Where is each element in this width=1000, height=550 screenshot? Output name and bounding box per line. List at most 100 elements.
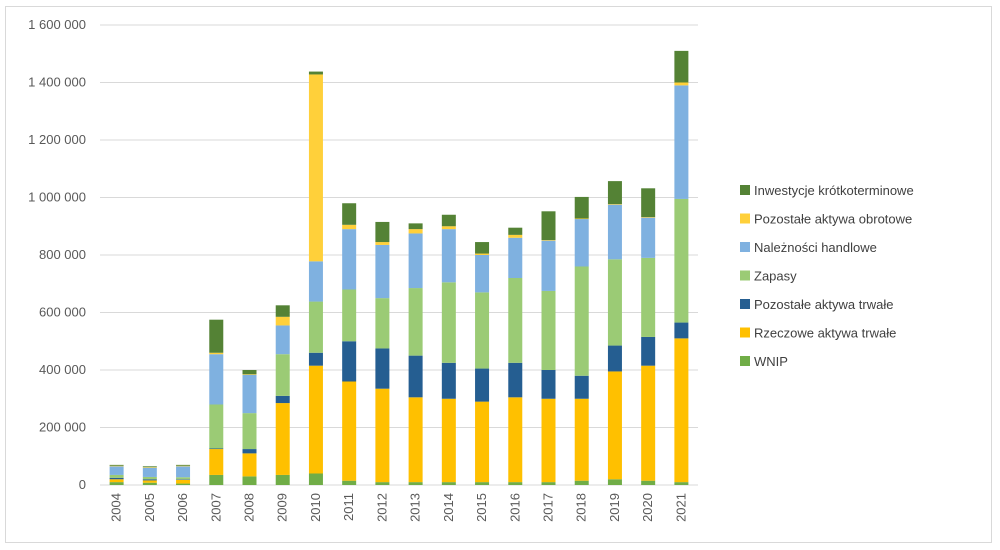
legend-swatch [740,356,750,366]
bar-segment [176,483,191,485]
legend-swatch [740,242,750,252]
bar-segment [475,255,490,293]
bar-segment [574,196,589,219]
bar-segment [574,398,589,481]
bar-segment [508,362,523,398]
bar-segment [475,368,490,402]
bar-segment [308,301,323,353]
bar-segment [674,338,689,483]
bar-segment [408,233,423,289]
y-tick-label: 1 000 000 [28,190,86,205]
bar-segment [574,266,589,376]
bar-segment [209,352,224,355]
bar-segment [109,482,124,485]
x-tick-label: 2007 [208,493,223,522]
bar-segment [275,403,290,475]
y-tick-label: 0 [79,477,86,492]
bar-segment [508,237,523,278]
bar-segment [508,482,523,485]
bar-segment [308,352,323,366]
bar-segment [408,482,423,485]
bar-segment [574,219,589,267]
bar-segment [142,480,157,483]
bar-segment [375,348,390,389]
bar-segment [607,259,622,346]
bar-segment [242,476,257,485]
chart-frame [5,6,992,543]
bar-segment [408,223,423,230]
bar-segment [475,242,490,254]
bar-segment [541,290,556,370]
x-tick-label: 2011 [341,493,356,521]
bar-segment [209,404,224,449]
bar-segment [176,465,191,467]
legend-label: WNIP [754,354,788,369]
bar-segment [607,345,622,372]
bar-segment [342,381,357,481]
bar-segment [275,316,290,326]
bar-segment [342,224,357,230]
bar-segment [342,480,357,485]
legend-swatch [740,327,750,338]
bar-segment [142,466,157,468]
bar-segment [176,466,191,478]
bar-segment [641,188,656,218]
legend-label: Należności handlowe [754,240,877,255]
bar-segment [342,203,357,225]
y-tick-label: 400 000 [39,362,86,377]
y-tick-label: 1 600 000 [28,17,86,32]
bar-segment [109,466,124,475]
y-tick-label: 600 000 [39,305,86,320]
x-tick-label: 2016 [507,493,522,522]
bar-segment [142,482,157,485]
bar-segment [408,229,423,234]
bar-segment [641,480,656,485]
bar-segment [541,240,556,241]
legend-label: Inwestycje krótkoterminowe [754,183,914,198]
bar-segment [508,227,523,235]
bar-segment [308,71,323,75]
bar-segment [176,479,191,480]
bar-segment [441,282,456,363]
bar-segment [641,217,656,258]
bar-segment [607,479,622,485]
legend-swatch [740,213,750,224]
legend-label: Pozostałe aktywa obrotowe [754,212,912,227]
bar-segment [308,74,323,262]
bar-segment [441,482,456,485]
bar-segment [574,480,589,485]
bar-segment [408,355,423,398]
bar-segment [475,401,490,483]
bar-segment [142,467,157,477]
x-tick-label: 2020 [640,493,655,522]
bar-segment [308,365,323,474]
bar-segment [541,211,556,241]
bar-segment [275,354,290,396]
bar-segment [574,218,589,220]
bar-segment [475,292,490,369]
legend-swatch [740,185,750,195]
legend-swatch [740,299,750,309]
bar-segment [308,473,323,485]
legend-label: Pozostałe aktywa trwałe [754,297,893,312]
bar-segment [508,397,523,483]
bar-segment [607,204,622,260]
bar-segment [508,234,523,238]
x-tick-label: 2014 [441,493,456,522]
bar-segment [342,341,357,382]
bar-segment [275,305,290,317]
bar-segment [342,289,357,342]
bar-segment [209,319,224,353]
bar-segment [242,413,257,450]
x-tick-label: 2013 [408,493,423,522]
bar-segment [674,82,689,86]
bar-segment [508,278,523,363]
bar-segment [541,482,556,485]
bar-segment [475,482,490,485]
bar-segment [674,50,689,83]
bar-segment [574,375,589,399]
bar-segment [674,198,689,323]
bar-segment [607,204,622,205]
bar-segment [242,374,257,414]
bar-segment [441,398,456,483]
